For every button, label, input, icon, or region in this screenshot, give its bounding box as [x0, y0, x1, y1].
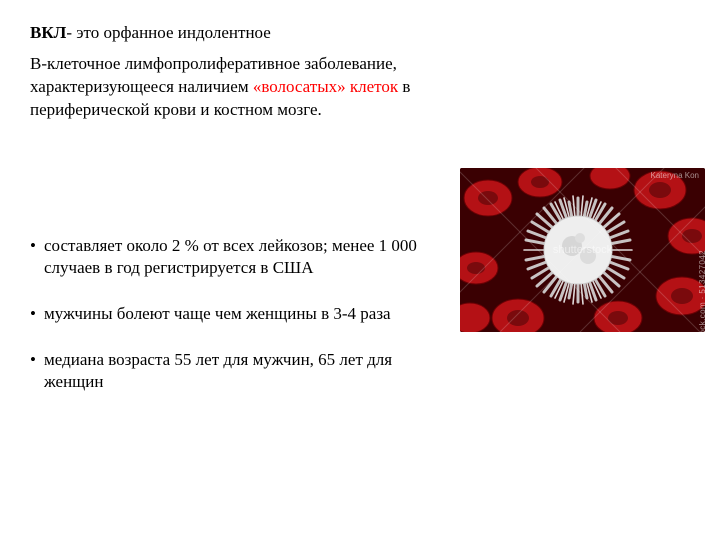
list-item: медиана возраста 55 лет для мужчин, 65 л…: [30, 349, 450, 393]
vkl-label: ВКЛ: [30, 23, 66, 42]
red-term: «волосатых» клеток: [253, 77, 403, 96]
cell-illustration-icon: [460, 168, 705, 332]
hairy-cell-figure: shutterstock www.shutterstock.com · 5134…: [460, 168, 705, 332]
bullet-text: мужчины болеют чаще чем женщины в 3-4 ра…: [44, 304, 391, 323]
list-item: мужчины болеют чаще чем женщины в 3-4 ра…: [30, 303, 450, 325]
slide: ВКЛ- это орфанное индолентное В-клеточно…: [0, 0, 720, 540]
bullet-list: составляет около 2 % от всех лейкозов; м…: [30, 235, 450, 417]
bullet-text: медиана возраста 55 лет для мужчин, 65 л…: [44, 350, 392, 391]
intro-description: В-клеточное лимфопролиферативное заболев…: [30, 53, 430, 122]
intro-block: ВКЛ- это орфанное индолентное В-клеточно…: [30, 22, 430, 122]
intro-line1-suffix: - это орфанное индолентное: [66, 23, 270, 42]
bullet-text: составляет около 2 % от всех лейкозов; м…: [44, 236, 417, 277]
list-item: составляет около 2 % от всех лейкозов; м…: [30, 235, 450, 279]
intro-line-1: ВКЛ- это орфанное индолентное: [30, 22, 430, 45]
